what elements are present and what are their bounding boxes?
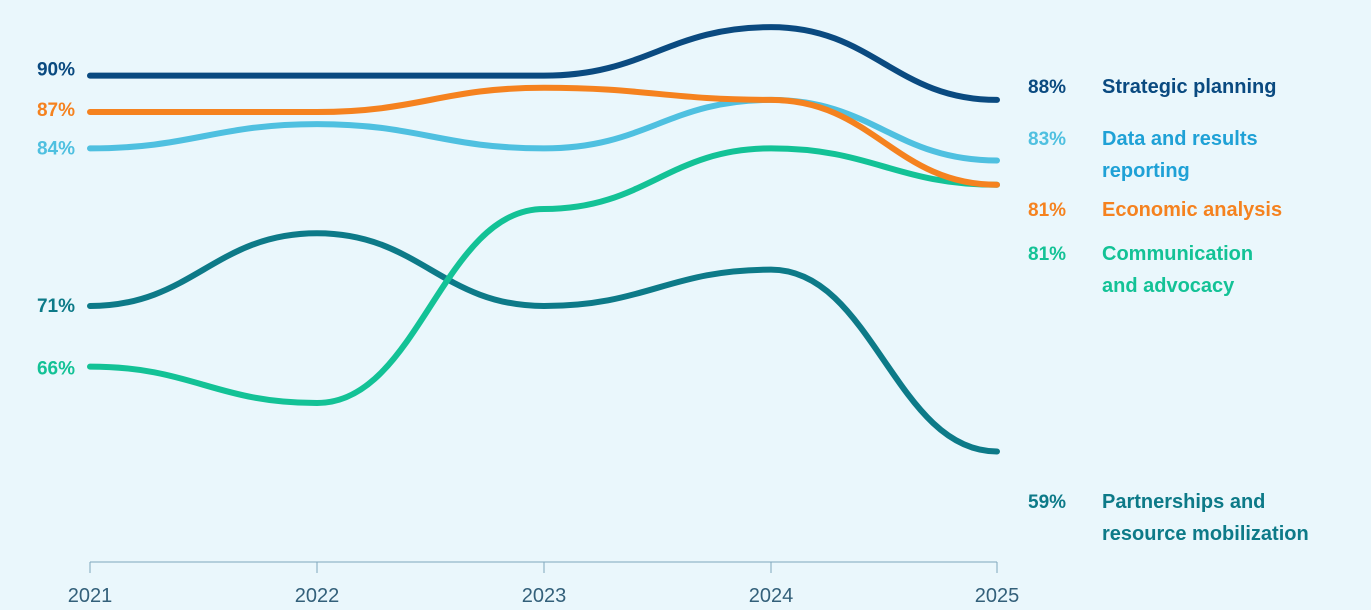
- series-name-data-and-results-reporting-line-2: reporting: [1102, 160, 1190, 182]
- series-line-strategic-planning: [87, 24, 1000, 103]
- end-label-communication-and-advocacy: 81% Communication and advocacy: [1028, 243, 1253, 297]
- start-label-strategic-planning: 90%: [37, 60, 75, 81]
- end-label-partnerships-and-resource-mobilization: 59% Partnerships and resource mobilization: [1028, 491, 1309, 545]
- start-value-labels: 90% 84% 87% 66% 71%: [37, 60, 75, 380]
- series-line-economic-analysis: [87, 84, 1000, 188]
- end-value-strategic-planning: 88%: [1028, 77, 1066, 98]
- series-line-communication-and-advocacy: [87, 145, 1000, 407]
- series-name-data-and-results-reporting-line-1: Data and results: [1102, 128, 1258, 150]
- x-axis: 2021 2022 2023 2024 2025: [68, 561, 1020, 607]
- start-label-communication-and-advocacy: 66%: [37, 359, 75, 380]
- x-tick-label-2023: 2023: [522, 585, 567, 607]
- x-tick-label-2021: 2021: [68, 585, 113, 607]
- start-label-economic-analysis: 87%: [37, 100, 75, 121]
- start-label-partnerships-and-resource-mobilization: 71%: [37, 296, 75, 317]
- series-line-partnerships-and-resource-mobilization: [87, 230, 1000, 455]
- start-label-data-and-results-reporting: 84%: [37, 138, 75, 159]
- series-lines: [87, 24, 1000, 455]
- series-line-data-and-results-reporting: [87, 96, 1000, 164]
- end-value-communication-and-advocacy: 81%: [1028, 244, 1066, 265]
- series-name-communication-and-advocacy-line-1: Communication: [1102, 243, 1253, 265]
- series-name-economic-analysis-line-1: Economic analysis: [1102, 199, 1282, 221]
- end-value-partnerships-and-resource-mobilization: 59%: [1028, 492, 1066, 513]
- end-label-data-and-results-reporting: 83% Data and results reporting: [1028, 128, 1258, 182]
- series-name-communication-and-advocacy-line-2: and advocacy: [1102, 275, 1235, 297]
- x-tick-label-2025: 2025: [975, 585, 1020, 607]
- x-tick-label-2022: 2022: [295, 585, 340, 607]
- series-name-partnerships-and-resource-mobilization-line-1: Partnerships and: [1102, 491, 1265, 513]
- series-name-strategic-planning-line-1: Strategic planning: [1102, 76, 1276, 98]
- end-value-economic-analysis: 81%: [1028, 200, 1066, 221]
- end-value-data-and-results-reporting: 83%: [1028, 129, 1066, 150]
- series-name-partnerships-and-resource-mobilization-line-2: resource mobilization: [1102, 523, 1309, 545]
- end-label-strategic-planning: 88% Strategic planning: [1028, 76, 1276, 98]
- end-labels: 88% Strategic planning 83% Data and results…: [1028, 76, 1309, 545]
- x-tick-label-2024: 2024: [749, 585, 794, 607]
- end-label-economic-analysis: 81% Economic analysis: [1028, 199, 1282, 221]
